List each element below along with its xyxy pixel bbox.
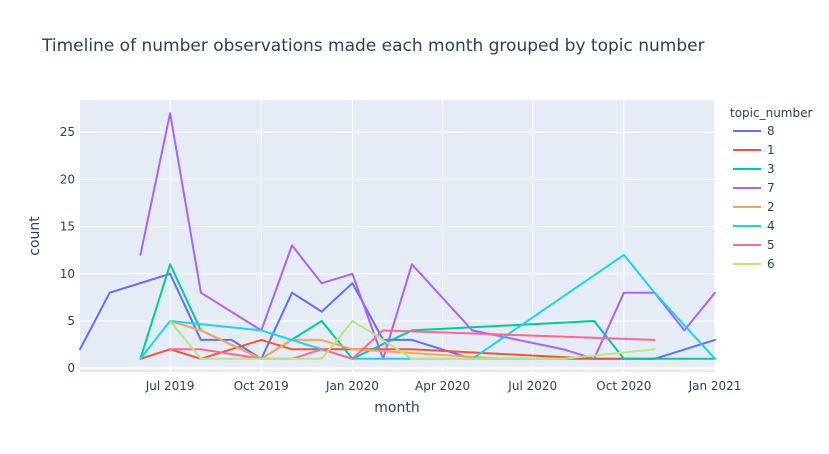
series-line-6 <box>169 320 656 360</box>
y-tick-label: 25 <box>60 125 75 139</box>
series-line-1 <box>139 338 656 360</box>
legend-item-label: 8 <box>767 124 775 138</box>
y-tick-label: 10 <box>60 267 75 281</box>
x-tick-label: Jan 2020 <box>325 379 379 393</box>
x-axis-label: month <box>374 400 419 416</box>
legend-item-label: 4 <box>767 219 775 233</box>
y-tick-label: 0 <box>67 361 75 375</box>
legend-item-label: 5 <box>767 238 775 252</box>
chart-title: Timeline of number observations made eac… <box>41 36 705 56</box>
legend-item-label: 2 <box>767 200 775 214</box>
x-tick-label: Oct 2020 <box>596 379 651 393</box>
y-tick-label: 5 <box>67 314 75 328</box>
x-tick-label: Jul 2020 <box>507 379 557 393</box>
series-line-2 <box>169 320 565 360</box>
x-tick-label: Apr 2020 <box>415 379 470 393</box>
x-tick-label: Jan 2021 <box>688 379 742 393</box>
legend-item-label: 7 <box>767 181 775 195</box>
x-tick-label: Oct 2019 <box>234 379 289 393</box>
legend-title: topic_number <box>730 106 812 120</box>
series-line-8 <box>79 272 716 360</box>
legend-item-label: 6 <box>767 257 775 271</box>
y-axis-label: count <box>27 216 43 256</box>
axis-layer: Jul 2019 Oct 2019 Jan 2020 Apr 2020 Jul 2020… <box>60 125 742 393</box>
series-layer <box>79 112 716 360</box>
y-tick-label: 15 <box>60 220 75 234</box>
series-line-7 <box>139 112 716 360</box>
legend: topic_number 8 1 3 7 2 4 5 6 <box>730 106 812 271</box>
y-tick-label: 20 <box>60 172 75 186</box>
legend-item-label: 3 <box>767 162 775 176</box>
grid-layer <box>80 100 716 372</box>
x-tick-label: Jul 2019 <box>145 379 195 393</box>
legend-item-label: 1 <box>767 143 775 157</box>
series-line-5 <box>169 329 656 360</box>
